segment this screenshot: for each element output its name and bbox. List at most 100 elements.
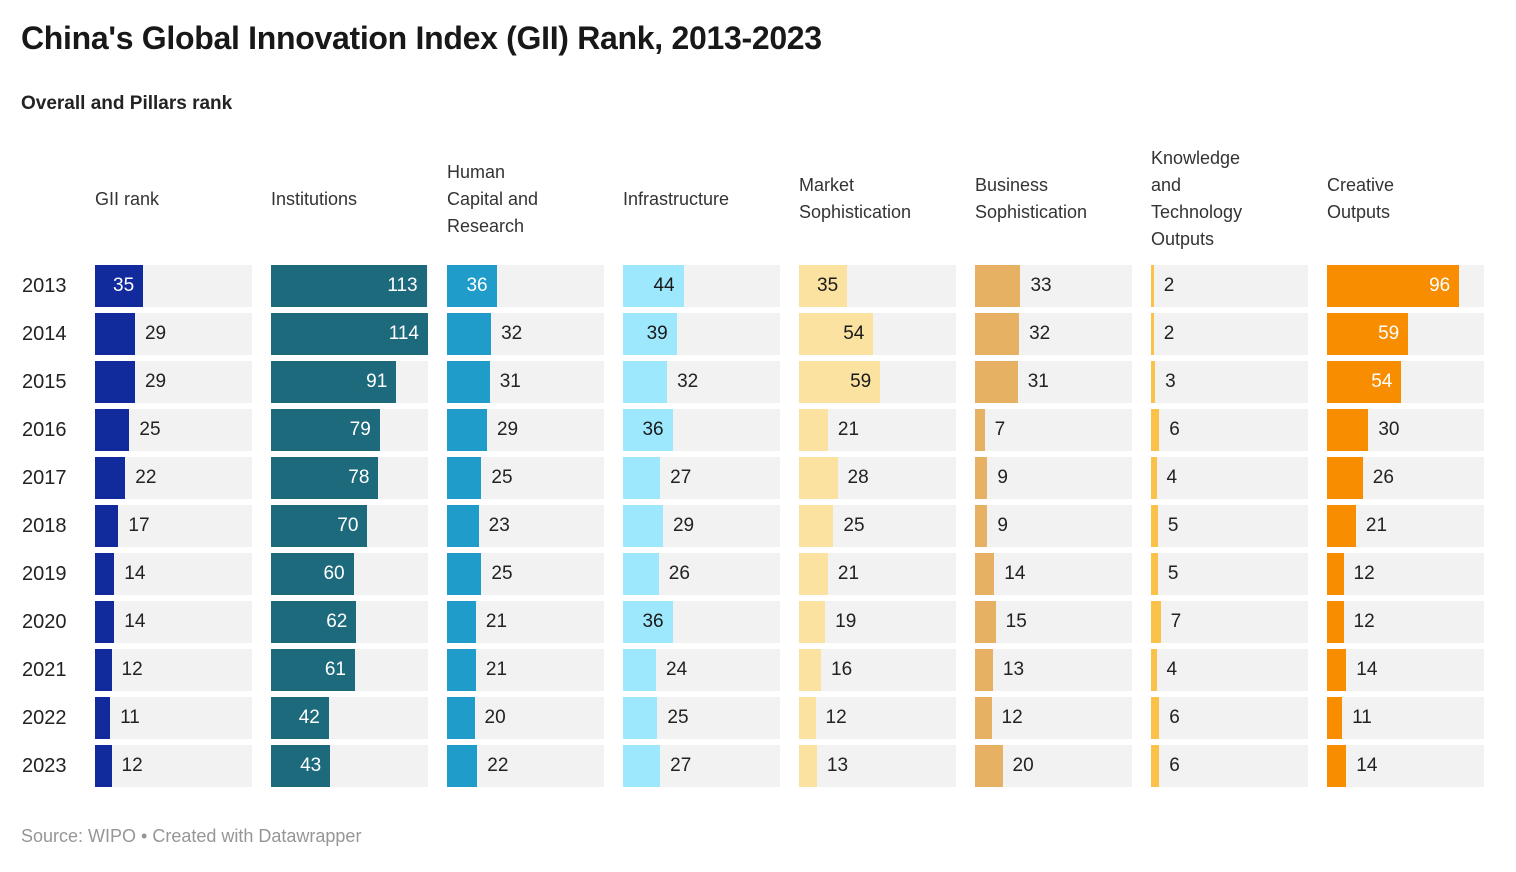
value-label: 36 <box>466 275 488 296</box>
bar-track-human-capital-and-research: 29 <box>447 409 604 451</box>
bar-track-knowledge-and-technology-outputs: 3 <box>1151 361 1308 403</box>
bar <box>447 409 487 451</box>
bar-track-institutions: 43 <box>271 745 428 787</box>
value-label: 4 <box>1166 659 1178 680</box>
value-label: 13 <box>1002 659 1025 680</box>
bar-track-market-sophistication: 13 <box>799 745 956 787</box>
bar-track-business-sophistication: 12 <box>975 697 1132 739</box>
column-header-infrastructure: Infrastructure <box>623 188 730 209</box>
value-label: 114 <box>388 323 419 344</box>
value-label: 14 <box>1004 563 1026 584</box>
bar <box>1327 409 1369 451</box>
value-label: 26 <box>668 563 690 584</box>
bar-track-market-sophistication: 35 <box>799 265 956 307</box>
bar-track-market-sophistication: 54 <box>799 313 956 355</box>
column-header-knowledge-and-technology-outputs: Knowledge and Technology Outputs <box>1151 148 1243 249</box>
table-row-2017: 2017 22 78 25 27 28 9 4 26 <box>22 457 1494 499</box>
value-label: 79 <box>349 419 371 440</box>
bar-track-gii-rank: 29 <box>95 361 252 403</box>
bar: 62 <box>271 601 357 643</box>
bar <box>799 745 817 787</box>
value-label: 29 <box>672 515 695 536</box>
bar: 91 <box>271 361 397 403</box>
bar-track-human-capital-and-research: 22 <box>447 745 604 787</box>
bar <box>95 457 126 499</box>
bar-track-gii-rank: 14 <box>95 553 252 595</box>
bar: 61 <box>271 649 355 691</box>
bar-track-market-sophistication: 25 <box>799 505 956 547</box>
value-label: 27 <box>670 467 692 488</box>
value-label: 12 <box>121 755 143 776</box>
bar: 113 <box>271 265 427 307</box>
bar <box>1151 457 1157 499</box>
bar-track-business-sophistication: 15 <box>975 601 1132 643</box>
value-label: 17 <box>128 515 150 536</box>
bar-track-creative-outputs: 14 <box>1327 745 1484 787</box>
value-label: 9 <box>997 467 1008 488</box>
bar-track-infrastructure: 36 <box>623 409 780 451</box>
bar-track-business-sophistication: 9 <box>975 457 1132 499</box>
row-year-label: 2017 <box>22 466 67 489</box>
value-label: 14 <box>124 611 146 632</box>
bar <box>447 553 482 595</box>
bar-track-creative-outputs: 14 <box>1327 649 1484 691</box>
bar: 60 <box>271 553 354 595</box>
bar-track-business-sophistication: 7 <box>975 409 1132 451</box>
bar <box>447 601 476 643</box>
bar-track-business-sophistication: 9 <box>975 505 1132 547</box>
bar-track-knowledge-and-technology-outputs: 2 <box>1151 265 1308 307</box>
bar-track-creative-outputs: 26 <box>1327 457 1484 499</box>
bar-track-institutions: 42 <box>271 697 428 739</box>
value-label: 24 <box>666 659 688 680</box>
value-label: 21 <box>837 419 860 440</box>
bar-track-infrastructure: 32 <box>623 361 780 403</box>
value-label: 6 <box>1169 419 1180 440</box>
bar <box>623 361 668 403</box>
bar <box>799 553 828 595</box>
value-label: 9 <box>997 515 1008 536</box>
bar-track-human-capital-and-research: 20 <box>447 697 604 739</box>
value-label: 21 <box>1365 515 1388 536</box>
table-row-2021: 2021 12 61 21 24 16 13 4 14 <box>22 649 1494 691</box>
row-year-label: 2015 <box>22 370 67 393</box>
table-row-2014: 2014 29 114 32 39 54 32 2 59 <box>22 313 1494 355</box>
value-label: 59 <box>850 371 872 392</box>
bar-track-human-capital-and-research: 25 <box>447 553 604 595</box>
bar <box>975 457 988 499</box>
bar: 54 <box>799 313 874 355</box>
value-label: 29 <box>496 419 519 440</box>
column-header-institutions: Institutions <box>271 188 358 209</box>
bar <box>1327 553 1344 595</box>
bar <box>1151 697 1160 739</box>
bar-track-business-sophistication: 33 <box>975 265 1132 307</box>
bar-track-creative-outputs: 11 <box>1327 697 1484 739</box>
value-label: 61 <box>324 659 346 680</box>
bar: 79 <box>271 409 380 451</box>
bar-track-institutions: 79 <box>271 409 428 451</box>
table-row-2023: 2023 12 43 22 27 13 20 6 14 <box>22 745 1494 787</box>
value-label: 16 <box>831 659 853 680</box>
bar-track-business-sophistication: 32 <box>975 313 1132 355</box>
bar-track-gii-rank: 35 <box>95 265 252 307</box>
value-label: 5 <box>1167 515 1179 536</box>
bar-track-knowledge-and-technology-outputs: 6 <box>1151 745 1308 787</box>
value-label: 11 <box>120 707 140 728</box>
bar <box>623 745 661 787</box>
bar-track-creative-outputs: 21 <box>1327 505 1484 547</box>
value-label: 29 <box>144 323 167 344</box>
value-label: 12 <box>1353 611 1375 632</box>
value-label: 25 <box>491 563 513 584</box>
table-row-2018: 2018 17 70 23 29 25 9 5 21 <box>22 505 1494 547</box>
value-label: 29 <box>144 371 167 392</box>
value-label: 30 <box>1378 419 1400 440</box>
bar-track-gii-rank: 11 <box>95 697 252 739</box>
bar <box>1151 313 1154 355</box>
bar <box>799 649 822 691</box>
value-label: 22 <box>487 755 509 776</box>
source-note: Source: WIPO • Created with Datawrapper <box>21 826 362 846</box>
bar <box>95 745 112 787</box>
value-label: 78 <box>348 467 370 488</box>
bar: 35 <box>799 265 848 307</box>
bar-track-infrastructure: 25 <box>623 697 780 739</box>
value-label: 31 <box>1027 371 1049 392</box>
